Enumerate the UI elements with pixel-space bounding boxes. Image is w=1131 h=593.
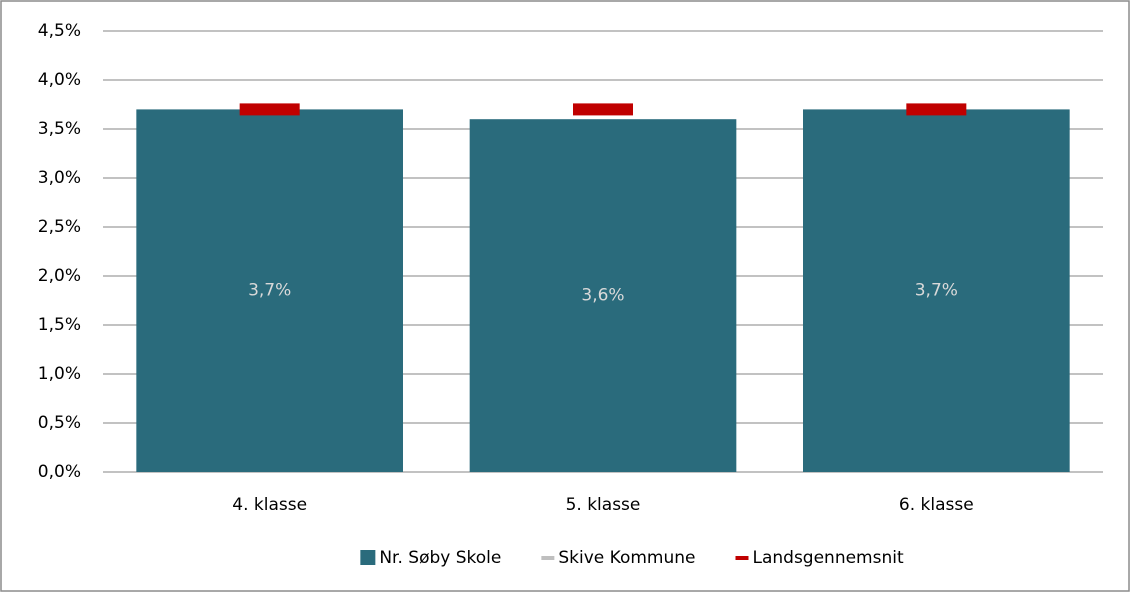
legend-label: Nr. Søby Skole: [379, 548, 501, 568]
legend-label: Skive Kommune: [558, 548, 695, 568]
x-tick-label: 4. klasse: [232, 495, 307, 515]
y-tick-label: 4,5%: [38, 21, 81, 41]
legend-label: Landsgennemsnit: [752, 548, 903, 568]
value-label: 3,7%: [248, 281, 291, 301]
marker: [239, 103, 300, 116]
legend-swatch: [541, 556, 555, 560]
x-tick-label: 5. klasse: [566, 495, 641, 515]
value-label: 3,6%: [581, 286, 624, 306]
y-tick-label: 1,0%: [38, 364, 81, 384]
value-label: 3,7%: [915, 281, 958, 301]
y-tick-label: 2,0%: [38, 266, 81, 286]
y-tick-label: 0,5%: [38, 413, 81, 433]
y-tick-label: 2,5%: [38, 217, 81, 237]
y-tick-label: 4,0%: [38, 70, 81, 90]
bar: [469, 119, 737, 472]
marker: [906, 103, 967, 116]
marker: [573, 103, 633, 116]
legend-swatch: [735, 556, 749, 560]
y-tick-label: 3,0%: [38, 168, 81, 188]
bar: [136, 109, 404, 473]
y-tick-label: 3,5%: [38, 119, 81, 139]
bar: [803, 109, 1070, 473]
y-tick-label: 1,5%: [38, 315, 81, 335]
y-tick-label: 0,0%: [38, 462, 81, 482]
legend-swatch: [360, 550, 376, 565]
x-tick-label: 6. klasse: [899, 495, 974, 515]
